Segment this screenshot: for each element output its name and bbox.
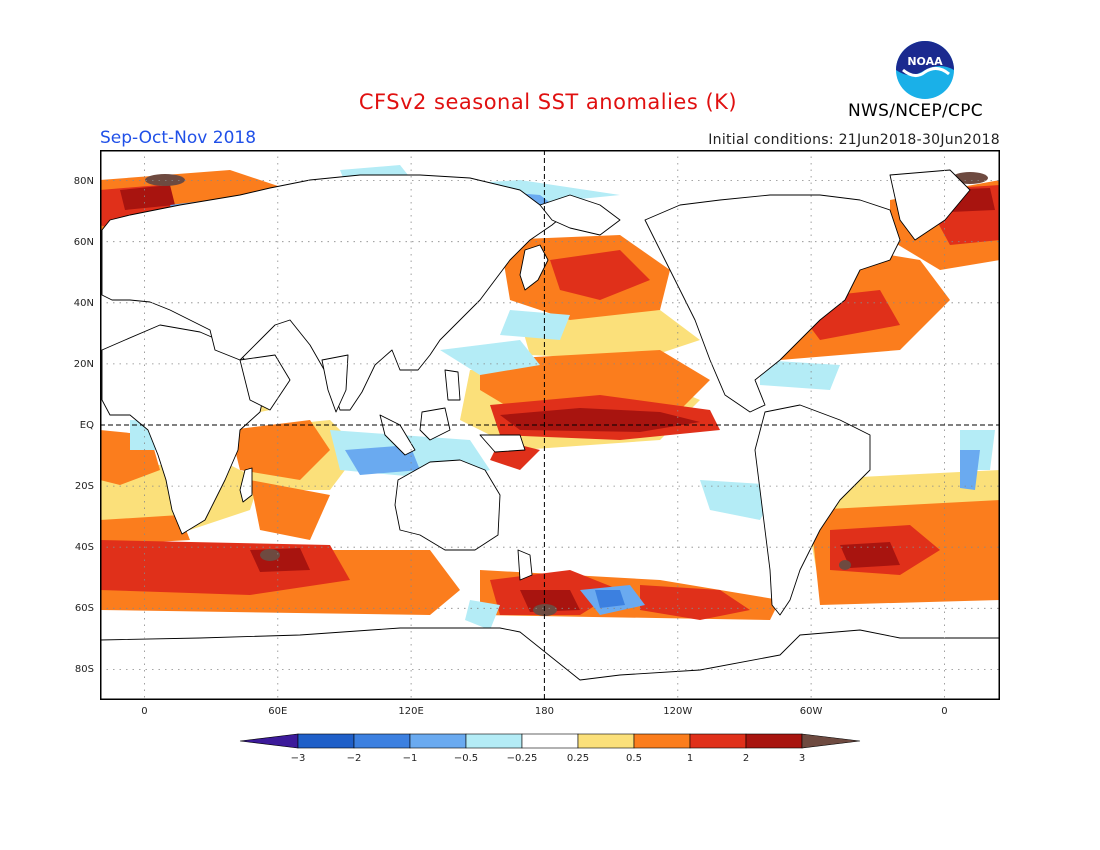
lon-label: 0 [941,706,947,717]
colorbar-legend: −3 −2 −1 −0.5 −0.25 0.25 0.5 1 2 3 [239,733,861,764]
colorbar-tick-label: −0.5 [454,753,478,764]
india-outline [321,354,349,413]
anomaly-area [533,604,557,616]
colorbar-tick-label: −2 [347,753,362,764]
colorbar-swatch [577,733,635,749]
new-guinea-outline [479,434,526,453]
antarctica-outline [100,627,1000,700]
colorbar-tick-label: 1 [687,753,693,764]
japan-outline [519,244,549,291]
colorbar-tick-label: 3 [799,753,805,764]
colorbar-swatch [745,733,803,749]
continent-outlines [100,169,1000,700]
anomaly-area [250,548,310,572]
colorbar-tick-labels: −3 −2 −1 −0.5 −0.25 0.25 0.5 1 2 3 [291,753,806,764]
sst-anomaly-map [100,150,1000,700]
anomaly-area [345,445,420,475]
philippines-outline [444,369,461,401]
colorbar-swatch [239,733,299,749]
map-frame [100,150,1000,700]
anomaly-area [250,480,330,540]
colorbar-swatch [297,733,355,749]
colorbar-tick-label: −3 [291,753,306,764]
noaa-logo: NOAA [896,41,954,99]
new-zealand-outline [517,549,533,581]
anomaly-area [465,600,500,630]
south-america-outline [754,404,871,616]
graticule [100,150,1000,700]
anomaly-area [120,185,175,210]
anomaly-area [100,515,190,545]
anomaly-area [840,542,900,568]
anomaly-area [760,360,840,390]
colorbar-swatch [409,733,467,749]
africa-outline [101,324,266,535]
colorbar-tick-label: 0.25 [567,753,589,764]
colorbar-swatch [633,733,691,749]
alaska-outline [539,194,621,236]
lat-label: 40S [75,542,94,553]
latitude-axis: 80N 60N 40N 20N EQ 20S 40S 60S 80S [74,176,94,675]
colorbar-tick-label: 0.5 [626,753,642,764]
eurasia-outline [101,174,571,411]
colorbar-swatch [465,733,523,749]
anomaly-area [260,549,280,561]
greenland-outline [889,169,971,241]
colorbar-tick-label: −1 [403,753,418,764]
anomaly-area [595,590,625,608]
lat-label: 80N [74,176,94,187]
colorbar-swatches [239,733,861,749]
colorbar-swatch [689,733,747,749]
lon-label: 120W [663,706,692,717]
initial-conditions-label: Initial conditions: 21Jun2018-30Jun2018 [708,132,1000,148]
madagascar-outline [239,467,253,503]
agency-label: NWS/NCEP/CPC [848,101,983,121]
anomaly-shading [100,165,1000,630]
lon-label: 180 [535,706,554,717]
anomaly-area [960,450,980,490]
north-america-outline [644,194,901,413]
anomaly-area [520,590,580,612]
anomaly-area [145,174,185,186]
anomaly-area [230,420,330,480]
colorbar-tick-label: 2 [743,753,749,764]
map-title: CFSv2 seasonal SST anomalies (K) [358,90,738,114]
logo-text: NOAA [907,55,943,68]
lat-label: 60S [75,603,94,614]
colorbar-swatch [521,733,579,749]
anomaly-area [500,310,570,340]
anomaly-area [440,340,540,375]
lon-label: 120E [398,706,423,717]
anomaly-area [640,585,750,620]
lon-label: 60W [800,706,823,717]
anomaly-area [550,250,650,300]
lat-label: 60N [74,237,94,248]
lat-label: 40N [74,298,94,309]
lat-label: EQ [80,420,94,431]
season-label: Sep-Oct-Nov 2018 [100,128,257,148]
borneo-outline [419,407,451,441]
lon-label: 60E [268,706,287,717]
colorbar-tick-label: −0.25 [507,753,538,764]
lat-label: 20S [75,481,94,492]
australia-outline [394,459,501,551]
colorbar-swatch [353,733,411,749]
lat-label: 20N [74,359,94,370]
anomaly-area [839,560,851,570]
colorbar-swatch [801,733,861,749]
anomaly-area [500,408,700,432]
lon-label: 0 [141,706,147,717]
longitude-axis: 0 60E 120E 180 120W 60W 0 [141,706,947,717]
lat-label: 80S [75,664,94,675]
arabia-outline [239,354,291,411]
